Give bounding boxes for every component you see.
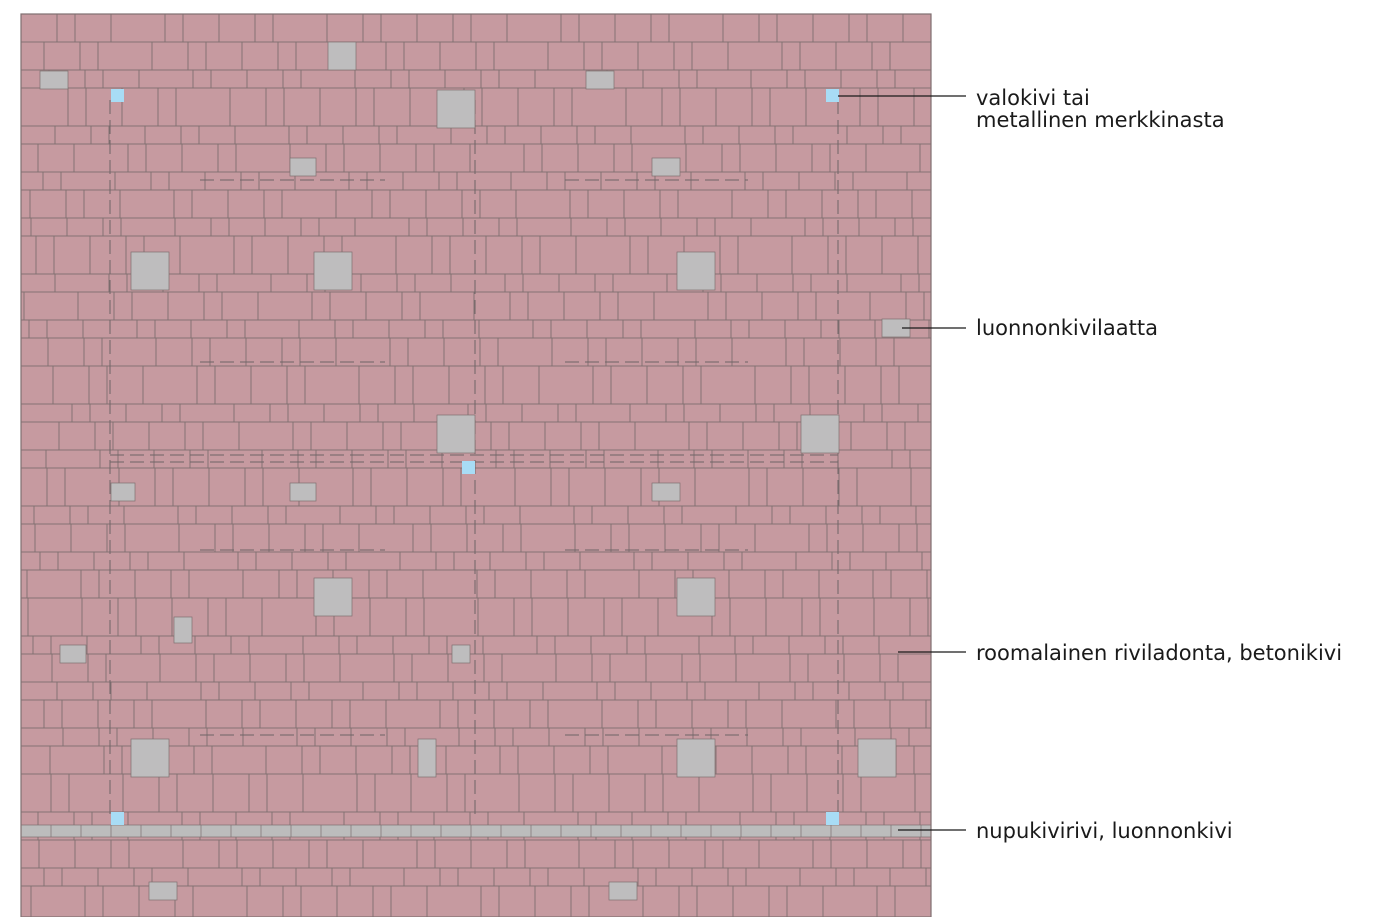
- paving-border: [20, 13, 932, 917]
- natural-stone-slab: [39, 70, 69, 90]
- dashed-guide-lines: [109, 100, 839, 820]
- light-stone: [111, 89, 124, 102]
- light-stone: [826, 812, 839, 825]
- paving-area: [21, 14, 931, 917]
- natural-stone-slab: [130, 251, 170, 291]
- natural-stone-slab: [148, 881, 178, 901]
- callout-cobble-row: nupukivirivi, luonnonkivi: [898, 819, 1233, 843]
- light-stones: [111, 89, 839, 825]
- cobble-row-strip: [20, 824, 932, 838]
- callout-cobble-row-label: nupukivirivi, luonnonkivi: [976, 819, 1233, 843]
- callout-light-stone-label: valokivi tai metallinen merkkinasta: [976, 86, 1225, 132]
- callout-light-stone: valokivi tai metallinen merkkinasta: [838, 86, 1225, 132]
- natural-stone-slab: [676, 251, 716, 291]
- natural-stone-slab: [289, 157, 317, 177]
- natural-stone-slab: [800, 414, 840, 454]
- natural-stone-slab: [436, 414, 476, 454]
- light-stone: [826, 89, 839, 102]
- natural-stone-slab: [676, 577, 716, 617]
- callout-roman-bond-concrete: roomalainen riviladonta, betonikivi: [898, 641, 1342, 665]
- callout-roman-bond-concrete-line1: roomalainen riviladonta, betonikivi: [976, 641, 1342, 665]
- natural-stone-slab: [59, 644, 87, 664]
- natural-stone-slab: [327, 41, 357, 71]
- cobble-row: [20, 824, 932, 838]
- natural-stone-slab: [651, 157, 681, 177]
- natural-stone-slab: [417, 738, 437, 778]
- natural-stone-slab: [110, 482, 136, 502]
- natural-stone-slabs: [39, 41, 911, 901]
- natural-stone-slab: [451, 644, 471, 664]
- roman-bond-bricks: [20, 13, 932, 917]
- natural-stone-slab: [313, 251, 353, 291]
- callout-light-stone-line2: metallinen merkkinasta: [976, 108, 1225, 132]
- callout-roman-bond-concrete-label: roomalainen riviladonta, betonikivi: [976, 641, 1342, 665]
- natural-stone-slab: [289, 482, 317, 502]
- light-stone: [462, 461, 475, 474]
- natural-stone-slab: [130, 738, 170, 778]
- natural-stone-slab: [676, 738, 716, 778]
- natural-stone-slab: [608, 881, 638, 901]
- natural-stone-slab: [313, 577, 353, 617]
- natural-stone-slab: [651, 482, 681, 502]
- callout-natural-stone-slab-line1: luonnonkivilaatta: [976, 316, 1158, 340]
- natural-stone-slab: [585, 70, 615, 90]
- natural-stone-slab: [173, 616, 193, 644]
- callout-cobble-row-line1: nupukivirivi, luonnonkivi: [976, 819, 1233, 843]
- natural-stone-slab: [857, 738, 897, 778]
- natural-stone-slab: [436, 89, 476, 129]
- callout-natural-stone-slab: luonnonkivilaatta: [902, 316, 1158, 340]
- callout-light-stone-line1: valokivi tai: [976, 86, 1090, 110]
- light-stone: [111, 812, 124, 825]
- callout-natural-stone-slab-label: luonnonkivilaatta: [976, 316, 1158, 340]
